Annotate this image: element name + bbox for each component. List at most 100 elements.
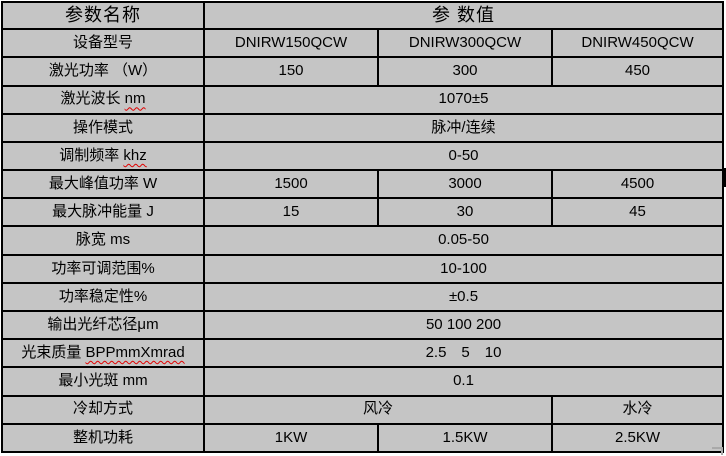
value-cell[interactable]: 150 <box>203 56 379 87</box>
value-text: 0.1 <box>453 372 474 390</box>
value-cell[interactable]: 300 <box>377 56 553 87</box>
value-cell[interactable]: 10-100 <box>202 253 725 284</box>
table-row: 脉宽 ms 0.05-50 <box>1 225 725 256</box>
param-label-cell[interactable]: 冷却方式 <box>1 394 205 425</box>
table-row: 操作模式 脉冲/连续 <box>1 112 725 143</box>
value-text: 2.5 5 10 <box>425 344 502 362</box>
value-cell[interactable]: 15 <box>203 197 379 228</box>
value-text: 1070±5 <box>438 90 489 108</box>
value-text: 4500 <box>620 174 655 192</box>
param-label-cell[interactable]: 激光功率 （W） <box>1 56 205 87</box>
param-label-cell[interactable]: 输出光纤芯径μm <box>1 310 205 341</box>
value-cell[interactable]: 0-50 <box>202 140 725 172</box>
table-row: 整机功耗 1KW 1.5KW 2.5KW <box>1 422 725 454</box>
param-label-cell[interactable]: 操作模式 <box>1 112 205 143</box>
value-cell[interactable]: 1070±5 <box>202 84 725 115</box>
value-text: 15 <box>282 203 300 221</box>
value-cell[interactable]: DNIRW150QCW <box>203 28 379 59</box>
table-row: 参数名称 参 数值 <box>1 0 725 31</box>
param-label: 功率可调范围% <box>51 259 155 277</box>
table-row: 激光功率 （W） 150 300 450 <box>1 56 725 87</box>
table-row: 调制频率 khz 0-50 <box>1 140 725 172</box>
value-cell[interactable]: 4500 <box>550 169 725 200</box>
table-row: 设备型号 DNIRW150QCW DNIRW300QCW DNIRW450QCW <box>1 28 725 59</box>
value-cell[interactable]: ±0.5 <box>202 281 725 313</box>
param-label: 设备型号 <box>72 34 133 52</box>
param-label-cell[interactable]: 最小光斑 mm <box>1 366 205 397</box>
value-text: 水冷 <box>622 400 653 418</box>
param-label: 调制频率 <box>59 146 124 164</box>
param-unit-misspelled: nm <box>124 90 146 108</box>
value-text: 2.5KW <box>615 428 661 446</box>
param-label: 光束质量 <box>21 344 86 362</box>
value-cell[interactable]: 风冷 <box>203 394 553 425</box>
param-label: 输出光纤芯径μm <box>47 315 159 333</box>
value-cell[interactable]: 2.5 5 10 <box>202 338 725 369</box>
param-label-cell[interactable]: 激光波长 nm <box>1 84 205 115</box>
value-text: 0-50 <box>448 146 479 164</box>
param-label: 最大峰值功率 W <box>48 174 158 192</box>
param-label-cell[interactable]: 整机功耗 <box>1 422 205 454</box>
value-cell[interactable]: 0.05-50 <box>202 225 725 256</box>
param-label: 整机功耗 <box>72 428 133 446</box>
table-resize-handle-mark <box>712 447 723 455</box>
value-text: 1.5KW <box>442 428 488 446</box>
model-name: DNIRW150QCW <box>234 34 348 52</box>
value-text: 1KW <box>274 428 308 446</box>
value-cell[interactable]: 50 100 200 <box>202 310 725 341</box>
param-label-cell[interactable]: 功率稳定性% <box>1 281 205 313</box>
value-text: 50 100 200 <box>425 315 502 333</box>
param-label: 最大脉冲能量 J <box>52 203 154 221</box>
value-text: 450 <box>624 62 651 80</box>
value-cell[interactable]: 2.5KW <box>550 422 725 454</box>
param-name-header-cell[interactable]: 参数名称 <box>1 0 205 31</box>
value-text: 0.05-50 <box>438 231 489 249</box>
table-row: 功率稳定性% ±0.5 <box>1 281 725 313</box>
header-label: 参数名称 <box>65 4 141 25</box>
param-label-cell[interactable]: 设备型号 <box>1 28 205 59</box>
param-label: 激光功率 （W） <box>48 62 158 80</box>
param-label: 最小光斑 mm <box>58 372 148 390</box>
param-label-cell[interactable]: 光束质量 BPPmmXmrad <box>1 338 205 369</box>
value-text: 3000 <box>448 174 482 192</box>
param-label: 激光波长 <box>60 90 125 108</box>
table-row: 最小光斑 mm 0.1 <box>1 366 725 397</box>
value-cell[interactable]: DNIRW300QCW <box>377 28 553 59</box>
value-cell[interactable]: 45 <box>550 197 725 228</box>
param-unit-misspelled: BPPmmXmrad <box>85 344 185 362</box>
table-row: 最大峰值功率 W 1500 3000 4500 <box>1 169 725 200</box>
value-text: 脉冲/连续 <box>431 118 496 136</box>
param-label-cell[interactable]: 最大脉冲能量 J <box>1 197 205 228</box>
param-label-cell[interactable]: 脉宽 ms <box>1 225 205 256</box>
param-label-cell[interactable]: 功率可调范围% <box>1 253 205 284</box>
value-cell[interactable]: 3000 <box>377 169 553 200</box>
param-value-header-cell[interactable]: 参 数值 <box>202 0 725 31</box>
value-cell[interactable]: DNIRW450QCW <box>550 28 725 59</box>
param-label: 功率稳定性% <box>58 287 148 305</box>
value-cell[interactable]: 水冷 <box>550 394 725 425</box>
value-text: 1500 <box>274 174 308 192</box>
value-text: 风冷 <box>362 400 393 418</box>
param-label-cell[interactable]: 调制频率 khz <box>1 140 205 172</box>
table-row: 功率可调范围% 10-100 <box>1 253 725 284</box>
value-cell[interactable]: 30 <box>377 197 553 228</box>
value-cell[interactable]: 1.5KW <box>377 422 553 454</box>
table-row: 输出光纤芯径μm 50 100 200 <box>1 310 725 341</box>
param-label: 冷却方式 <box>72 400 133 418</box>
table-row: 光束质量 BPPmmXmrad 2.5 5 10 <box>1 338 725 369</box>
value-cell[interactable]: 脉冲/连续 <box>202 112 725 143</box>
value-cell[interactable]: 1500 <box>203 169 379 200</box>
table-row: 冷却方式 风冷 水冷 <box>1 394 725 425</box>
param-label-cell[interactable]: 最大峰值功率 W <box>1 169 205 200</box>
value-text: 45 <box>629 203 646 221</box>
value-text: 150 <box>278 62 304 80</box>
value-cell[interactable]: 0.1 <box>202 366 725 397</box>
value-cell[interactable]: 1KW <box>203 422 379 454</box>
param-label: 操作模式 <box>72 118 133 136</box>
value-text: ±0.5 <box>448 287 479 305</box>
value-cell[interactable]: 450 <box>550 56 725 87</box>
table-row: 最大脉冲能量 J 15 30 45 <box>1 197 725 228</box>
table-row: 激光波长 nm 1070±5 <box>1 84 725 115</box>
param-unit-misspelled: khz <box>123 146 147 164</box>
